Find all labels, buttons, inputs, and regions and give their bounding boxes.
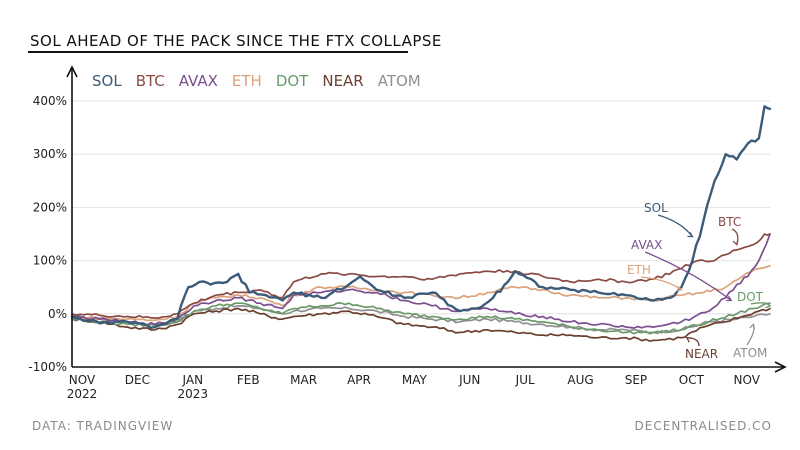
legend-item-dot: DOT xyxy=(276,72,309,90)
y-tick-label: 200% xyxy=(33,200,67,214)
annotation-label-avax: AVAX xyxy=(631,238,662,252)
chart-title: SOL AHEAD OF THE PACK SINCE THE FTX COLL… xyxy=(30,32,442,50)
series-line-sol xyxy=(70,105,772,329)
legend-item-avax: AVAX xyxy=(179,72,218,90)
annotation-arrowhead-dot xyxy=(765,302,772,309)
series-line-dot xyxy=(71,302,771,335)
annotation-arrowhead-near xyxy=(685,336,692,343)
x-tick-label: MAY xyxy=(402,373,428,387)
x-tick-label: OCT xyxy=(679,373,705,387)
series-line-near xyxy=(71,307,771,342)
x-tick-label: DEC xyxy=(125,373,150,387)
y-tick-label: -100% xyxy=(28,360,67,374)
x-tick-label: JUN xyxy=(458,373,480,387)
series-line-btc xyxy=(71,233,771,319)
annotation-arrowhead-btc xyxy=(732,239,739,246)
x-tick-label: JUL xyxy=(515,373,535,387)
annotation-arrowhead-avax xyxy=(726,295,733,302)
x-tick-label: MAR xyxy=(290,373,317,387)
x-tick-label: NOV xyxy=(69,373,96,387)
annotation-arrow-eth xyxy=(640,276,682,291)
x-tick-year-label: 2023 xyxy=(178,387,209,401)
y-tick-label: 300% xyxy=(33,147,67,161)
gridlines xyxy=(72,100,770,368)
annotation-arrowhead-sol xyxy=(687,231,694,238)
annotation-label-near: NEAR xyxy=(685,347,718,361)
annotation-label-btc: BTC xyxy=(718,215,741,229)
x-tick-label: JAN xyxy=(182,373,204,387)
y-axis-arrow xyxy=(66,65,78,78)
brand-label: DECENTRALISED.CO xyxy=(635,419,772,433)
legend-item-atom: ATOM xyxy=(378,72,421,90)
y-tick-label: 400% xyxy=(33,94,67,108)
annotations: SOL BTC AVAX ETH DOT NEAR ATOM xyxy=(627,201,772,361)
x-tick-year-label: 2022 xyxy=(67,387,98,401)
y-tick-label: 0% xyxy=(48,307,67,321)
x-tick-label: APR xyxy=(347,373,371,387)
legend-item-near: NEAR xyxy=(322,72,363,90)
x-tick-label: SEP xyxy=(625,373,647,387)
annotation-arrow-sol xyxy=(657,214,693,238)
series-lines xyxy=(70,105,772,342)
annotation-label-atom: ATOM xyxy=(733,346,767,360)
source-label: DATA: TRADINGVIEW xyxy=(32,419,173,433)
x-tick-label: NOV xyxy=(734,373,761,387)
annotation-arrow-avax xyxy=(644,251,732,302)
annotation-label-dot: DOT xyxy=(737,290,764,304)
x-tick-label: FEB xyxy=(237,373,260,387)
legend: SOL BTC AVAX ETH DOT NEAR ATOM xyxy=(92,72,421,90)
y-tick-label: 100% xyxy=(33,254,67,268)
x-axis-arrow xyxy=(774,361,787,373)
annotation-arrowhead-eth xyxy=(676,285,683,292)
legend-item-sol: SOL xyxy=(92,72,122,90)
annotation-label-sol: SOL xyxy=(644,201,668,215)
annotation-arrowhead-atom xyxy=(749,323,756,330)
legend-item-eth: ETH xyxy=(232,72,262,90)
series-line-avax xyxy=(71,233,771,329)
x-tick-label: AUG xyxy=(567,373,593,387)
legend-item-btc: BTC xyxy=(136,72,165,90)
annotation-label-eth: ETH xyxy=(627,263,651,277)
